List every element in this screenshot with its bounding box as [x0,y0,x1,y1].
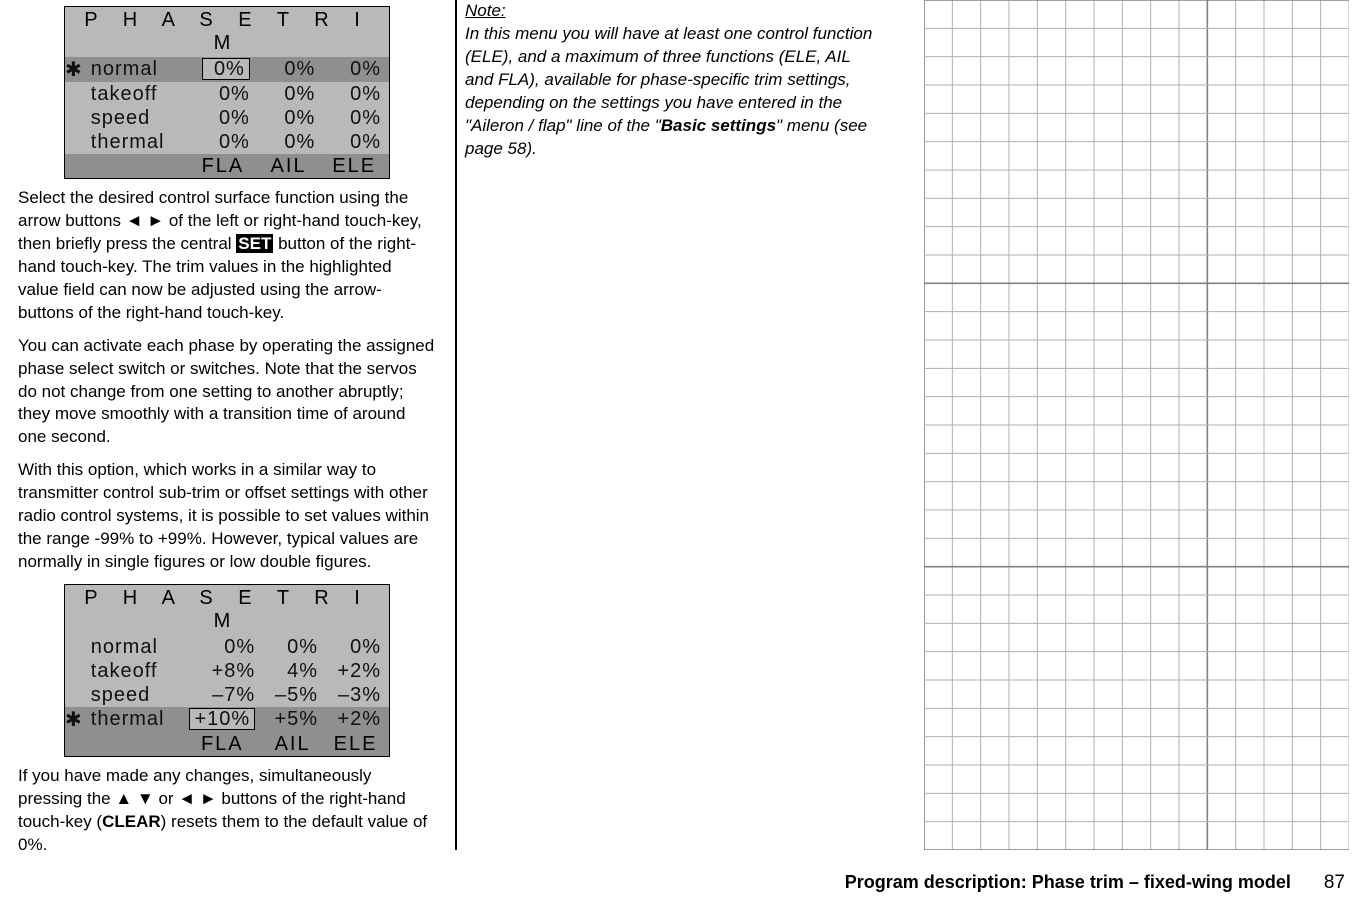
phase-name: takeoff [83,659,186,683]
arrow-up-down-icon: ▲ ▼ [115,789,153,808]
active-marker: ✱ [65,707,83,732]
trim-value-ail: 0% [258,57,323,82]
column-label-ail: AIL [263,732,326,756]
trim-value-ele: 0% [326,635,389,659]
lcd1-title: P H A S E T R I M [65,7,389,57]
active-marker: ✱ [65,57,83,82]
active-marker [65,635,83,659]
arrow-left-right-icon-2: ◄ ► [178,789,216,808]
column-label-fla: FLA [185,732,263,756]
paragraph-2: You can activate each phase by operating… [18,335,436,450]
clear-label: CLEAR [102,812,161,831]
selected-value-box: +10% [189,708,255,730]
note-heading: Note: [465,1,506,20]
trim-value-ail: 4% [263,659,326,683]
trim-value-fla: 0% [185,635,263,659]
phase-name: speed [83,683,186,707]
trim-value-ele: 0% [323,106,389,130]
lcd2-title: P H A S E T R I M [65,585,389,635]
trim-value-fla: 0% [192,130,258,154]
phase-name: takeoff [83,82,192,106]
trim-value-fla: +10% [185,707,263,732]
active-marker [65,683,83,707]
column-label-fla: FLA [192,154,258,178]
phase-name: thermal [83,707,186,732]
trim-value-ail: –5% [263,683,326,707]
trim-value-ail: 0% [263,635,326,659]
trim-value-ele: 0% [323,130,389,154]
trim-value-ele: 0% [323,82,389,106]
phase-name: normal [83,635,186,659]
selected-value-box: 0% [202,58,250,80]
arrow-left-right-icon: ◄ ► [126,211,164,230]
page-number: 87 [1324,872,1345,893]
column-label-ele: ELE [323,154,389,178]
phase-name: thermal [83,130,192,154]
phase-trim-screen-1: P H A S E T R I M ✱normal0%0%0%takeoff0%… [64,6,390,179]
active-marker [65,82,83,106]
trim-value-ele: 0% [323,57,389,82]
active-marker [65,106,83,130]
grid-paper [924,0,1349,850]
trim-value-ail: +5% [263,707,326,732]
phase-name: speed [83,106,192,130]
trim-value-ail: 0% [258,106,323,130]
trim-value-fla: +8% [185,659,263,683]
grid-svg [924,0,1349,850]
trim-value-fla: 0% [192,106,258,130]
trim-value-ail: 0% [258,82,323,106]
column-label-ail: AIL [258,154,323,178]
trim-value-fla: 0% [192,82,258,106]
trim-value-ele: –3% [326,683,389,707]
phase-name: normal [83,57,192,82]
trim-value-ele: +2% [326,707,389,732]
column-divider [455,0,457,850]
paragraph-4: If you have made any changes, simultaneo… [18,765,436,857]
set-button-label: SET [236,234,273,253]
column-2: Note: In this menu you will have at leas… [465,0,883,161]
active-marker [65,130,83,154]
trim-value-ail: 0% [258,130,323,154]
column-label-ele: ELE [326,732,389,756]
phase-trim-screen-2: P H A S E T R I M normal0%0%0%takeoff+8%… [64,584,390,757]
page-footer: Program description: Phase trim – fixed-… [845,872,1345,894]
note-block: Note: In this menu you will have at leas… [465,0,883,161]
footer-title: Program description: Phase trim – fixed-… [845,872,1291,892]
trim-value-fla: –7% [185,683,263,707]
column-1: P H A S E T R I M ✱normal0%0%0%takeoff0%… [18,0,436,867]
trim-value-ele: +2% [326,659,389,683]
note-bold: Basic settings [661,116,776,135]
active-marker [65,659,83,683]
paragraph-3: With this option, which works in a simil… [18,459,436,574]
paragraph-1: Select the desired control surface funct… [18,187,436,325]
para4b: or [154,789,179,808]
trim-value-fla: 0% [192,57,258,82]
